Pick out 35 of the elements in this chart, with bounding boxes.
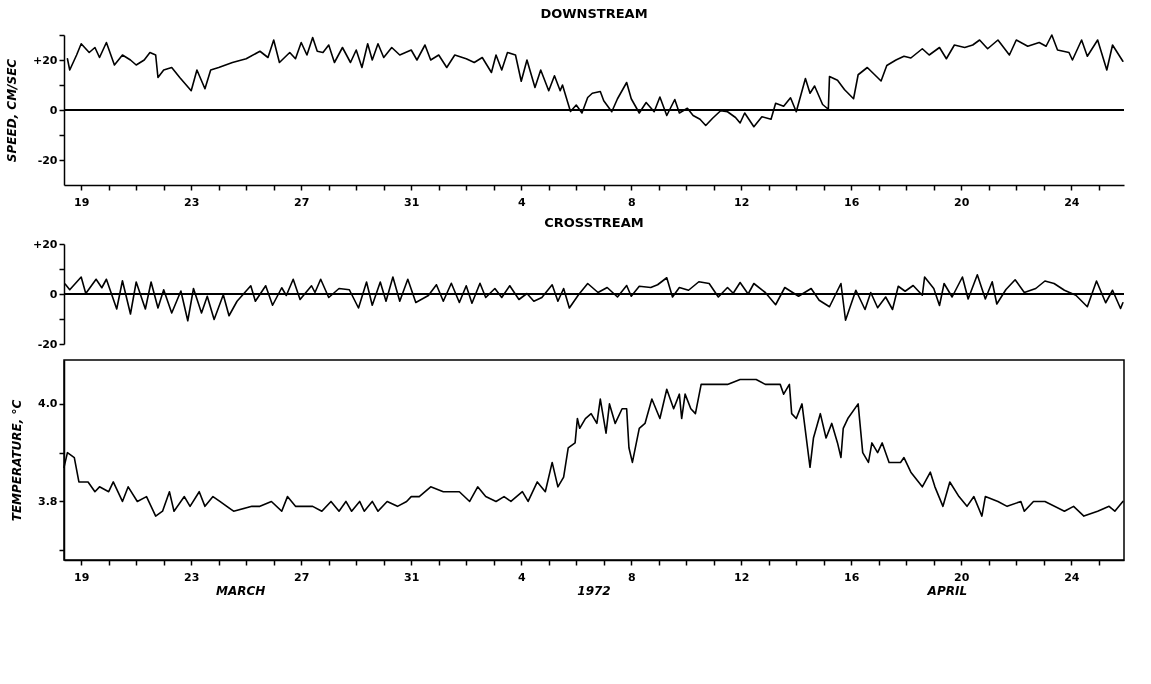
x-tick-label: 4 — [517, 570, 526, 584]
chart-title: DOWNSTREAM — [540, 6, 648, 21]
text: 1972 — [577, 584, 611, 598]
x-tick-label: 16 — [844, 195, 860, 209]
x-tick-label: 24 — [1064, 570, 1080, 584]
y-tick-label: -20 — [37, 337, 58, 351]
y-axis-title: TEMPERATURE, °C — [10, 399, 25, 522]
x-tick-label: 8 — [627, 195, 636, 209]
x-tick-label: 20 — [954, 195, 970, 209]
y-tick-label: 0 — [49, 103, 58, 117]
text: MARCH — [216, 584, 266, 598]
x-tick-label: 23 — [184, 195, 200, 209]
x-tick-label: 12 — [734, 570, 750, 584]
x-tick-label: 31 — [404, 195, 420, 209]
x-tick-label: 20 — [954, 570, 970, 584]
y-tick-label: 0 — [49, 287, 58, 301]
y-axis-title: SPEED, CM/SEC — [4, 58, 19, 163]
x-tick-label: 4 — [517, 195, 526, 209]
x-tick-label: 24 — [1064, 195, 1080, 209]
y-tick-label: 3.8 — [38, 494, 58, 508]
x-tick-label: 8 — [627, 570, 636, 584]
x-tick-label: 23 — [184, 570, 200, 584]
y-tick-label: +20 — [32, 53, 58, 67]
x-tick-label: 12 — [734, 195, 750, 209]
x-tick-label: 16 — [844, 570, 860, 584]
x-tick-label: 19 — [74, 570, 90, 584]
x-tick-label: 27 — [294, 195, 310, 209]
text: APRIL — [926, 584, 968, 598]
y-tick-label: -20 — [37, 153, 58, 167]
y-tick-label: 4.0 — [38, 397, 58, 411]
x-tick-label: 27 — [294, 570, 310, 584]
x-tick-label: 31 — [404, 570, 420, 584]
y-tick-label: +20 — [32, 237, 58, 251]
x-tick-label: 19 — [74, 195, 90, 209]
chart-title: CROSSTREAM — [544, 215, 644, 230]
